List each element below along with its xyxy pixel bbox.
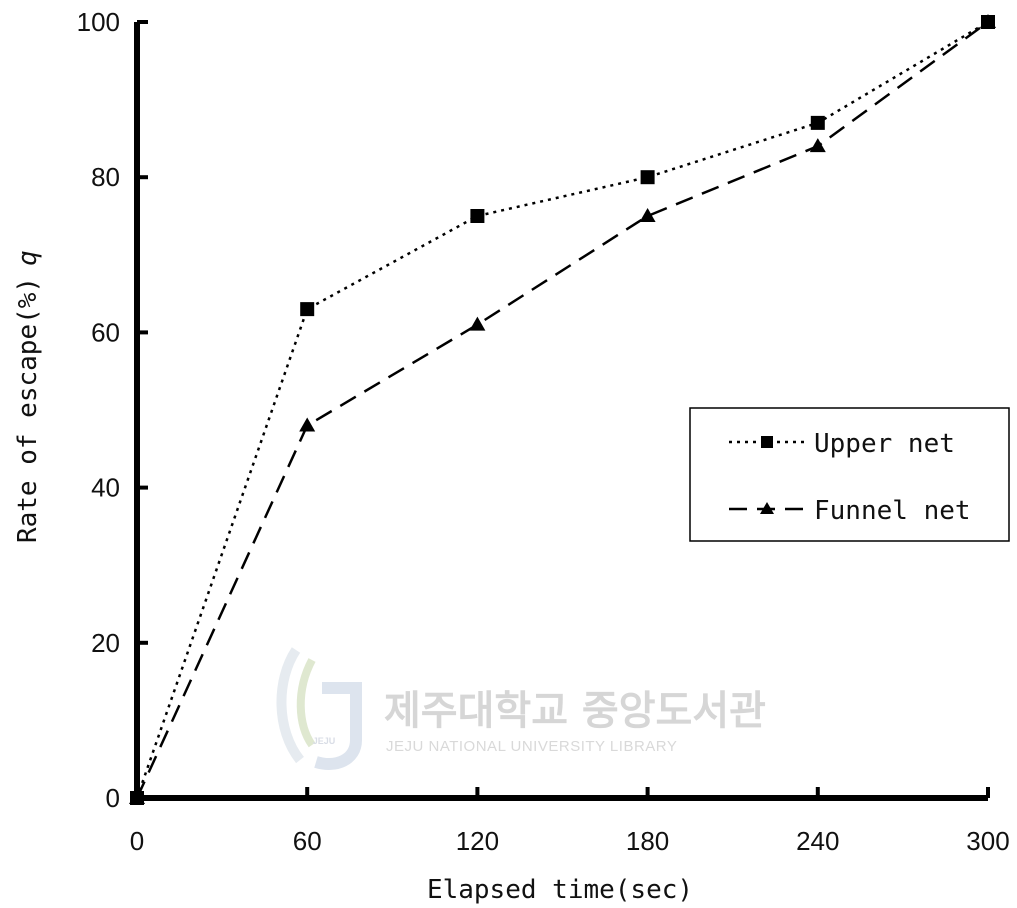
- x-ticks: 0 60 120 180 240 300: [130, 787, 1010, 856]
- watermark: JEJU 제주대학교 중앙도서관 JEJU NATIONAL UNIVERSIT…: [276, 647, 766, 770]
- series-line-upper-net: [135, 20, 989, 799]
- x-tick-label: 120: [456, 826, 499, 856]
- legend-entry-upper-net: Upper net: [729, 429, 955, 459]
- legend-marker-funnel-net: [760, 502, 774, 514]
- y-axis-symbol: q: [13, 250, 43, 266]
- y-ticks: 0 20 40 60 80 100: [77, 7, 148, 813]
- watermark-korean: 제주대학교 중앙도서관: [384, 688, 766, 734]
- x-tick-label: 300: [966, 826, 1009, 856]
- watermark-logo: JEJU: [276, 647, 362, 770]
- y-tick-label: 60: [91, 317, 120, 347]
- series-layer: [129, 14, 996, 805]
- legend: Upper net Funnel net: [689, 407, 1010, 542]
- y-tick-label: 20: [91, 628, 120, 658]
- x-tick-label: 0: [130, 826, 144, 856]
- data-point-upper-net: [640, 170, 655, 185]
- y-tick-label: 40: [91, 473, 120, 503]
- legend-label-upper-net: Upper net: [814, 429, 955, 459]
- x-tick-label: 60: [293, 826, 322, 856]
- data-point-upper-net: [810, 115, 825, 130]
- series-line-funnel-net: [135, 20, 989, 799]
- x-axis-title: Elapsed time(sec): [427, 875, 693, 905]
- y-tick-label: 80: [91, 162, 120, 192]
- x-tick-label: 240: [796, 826, 839, 856]
- watermark-english: JEJU NATIONAL UNIVERSITY LIBRARY: [386, 738, 677, 755]
- data-point-upper-net: [300, 302, 315, 317]
- legend-marker-upper-net: [761, 436, 773, 448]
- y-tick-label: 100: [77, 7, 120, 37]
- y-tick-label: 0: [106, 783, 120, 813]
- watermark-logo-text: JEJU: [313, 736, 336, 746]
- data-point-funnel-net: [639, 208, 656, 222]
- legend-label-funnel-net: Funnel net: [814, 496, 971, 526]
- data-point-funnel-net: [299, 417, 316, 432]
- data-point-funnel-net: [980, 14, 996, 28]
- data-point-funnel-net: [469, 316, 486, 331]
- y-axis-title: Rate of escape(%): [13, 277, 43, 543]
- axes: [134, 22, 988, 801]
- legend-box: [689, 407, 1010, 542]
- x-tick-label: 180: [626, 826, 669, 856]
- legend-entry-funnel-net: Funnel net: [729, 496, 971, 526]
- data-point-funnel-net: [809, 138, 826, 153]
- data-point-funnel-net: [129, 790, 145, 804]
- data-point-upper-net: [470, 209, 485, 223]
